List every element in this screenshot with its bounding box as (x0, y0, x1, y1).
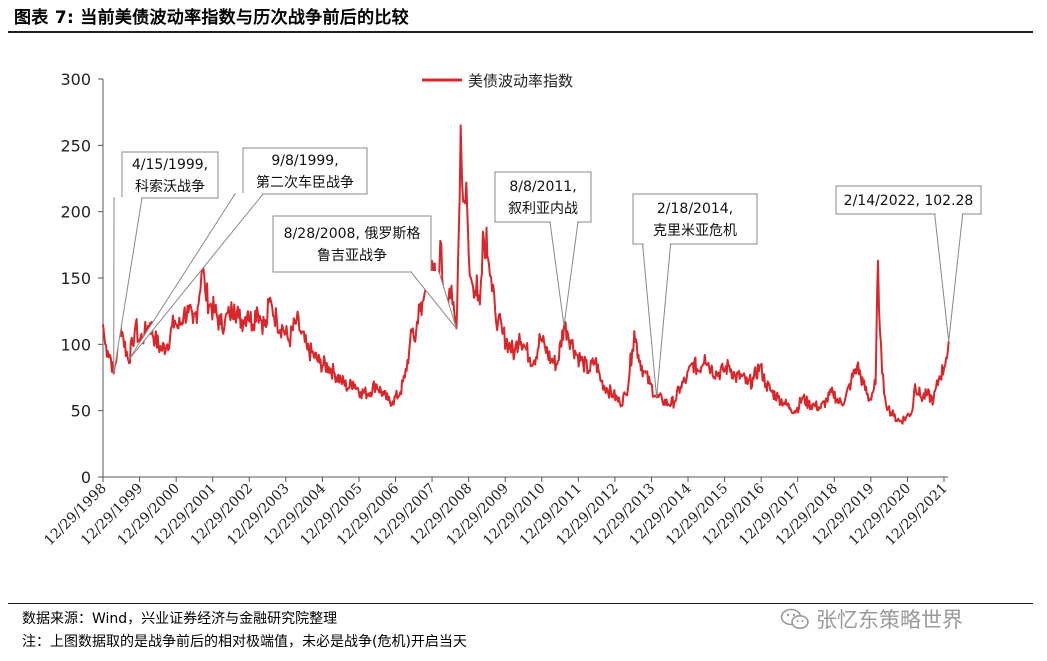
annotation-text: 第二次车臣战争 (256, 174, 354, 191)
y-tick-label: 250 (60, 136, 91, 155)
annotation-text: 2/14/2022, 102.28 (844, 193, 974, 209)
y-tick-label: 0 (81, 468, 91, 487)
bottom-rule (8, 603, 1033, 604)
watermark-text: 张忆东策略世界 (816, 608, 963, 632)
annotation-callout: 9/8/1999, 第二次车臣战争 (127, 147, 368, 361)
legend-label: 美债波动率指数 (468, 72, 573, 90)
legend: 美债波动率指数 (422, 72, 573, 90)
y-tick-label: 50 (71, 402, 91, 421)
annotation-text: 4/15/1999, (132, 157, 208, 173)
line-layer (102, 124, 950, 425)
callout-box (835, 185, 982, 215)
footnote: 注：上图数据取的是战争前后的相对极端值，未必是战争(危机)开启当天 (22, 634, 467, 650)
annotation-callout: 8/8/2011, 叙利亚内战 (494, 171, 592, 326)
annotation-text: 2/18/2014, (657, 201, 733, 217)
annotation-callout: 2/14/2022, 102.28 (835, 185, 982, 342)
annotation-text: 克里米亚危机 (653, 223, 737, 239)
callout-pointer (127, 193, 265, 361)
annotation-text: 8/28/2008, 俄罗斯格 (284, 226, 421, 242)
data-source: 数据来源：Wind，兴业证券经济与金融研究院整理 (22, 611, 338, 627)
y-tick-label: 100 (60, 335, 91, 354)
callout-box (272, 215, 432, 273)
annotation-text: 科索沃战争 (135, 178, 205, 195)
callout-box (632, 193, 758, 245)
wechat-icon (780, 608, 809, 629)
top-rule (8, 31, 1033, 33)
figure-title: 图表 7: 当前美债波动率指数与历次战争前后的比较 (14, 8, 409, 28)
annotation-callout: 4/15/1999, 科索沃战争 (113, 151, 219, 374)
callout-box (242, 147, 368, 195)
callout-box (121, 151, 219, 199)
y-tick-label: 200 (60, 203, 91, 222)
annotation-layer: 4/15/1999, 科索沃战争 9/8/1999, 第二次车臣战争 8/28/2008… (113, 147, 982, 398)
y-tick-label: 150 (60, 269, 91, 288)
y-tick-label: 300 (60, 70, 91, 89)
annotation-text: 鲁吉亚战争 (317, 248, 387, 264)
callout-pointer (934, 213, 964, 342)
callout-box (494, 171, 592, 223)
watermark: 张忆东策略世界 (780, 604, 963, 634)
axes: 05010015020025030012/29/199812/29/199912… (41, 70, 950, 549)
annotation-callout: 2/18/2014, 克里米亚危机 (632, 193, 758, 398)
annotation-text: 9/8/1999, (271, 153, 338, 169)
annotation-text: 叙利亚内战 (508, 200, 578, 217)
callout-pointer (549, 221, 579, 326)
chart-area: 05010015020025030012/29/199812/29/199912… (41, 70, 982, 549)
annotation-text: 8/8/2011, (509, 179, 576, 195)
series-line (102, 124, 950, 425)
